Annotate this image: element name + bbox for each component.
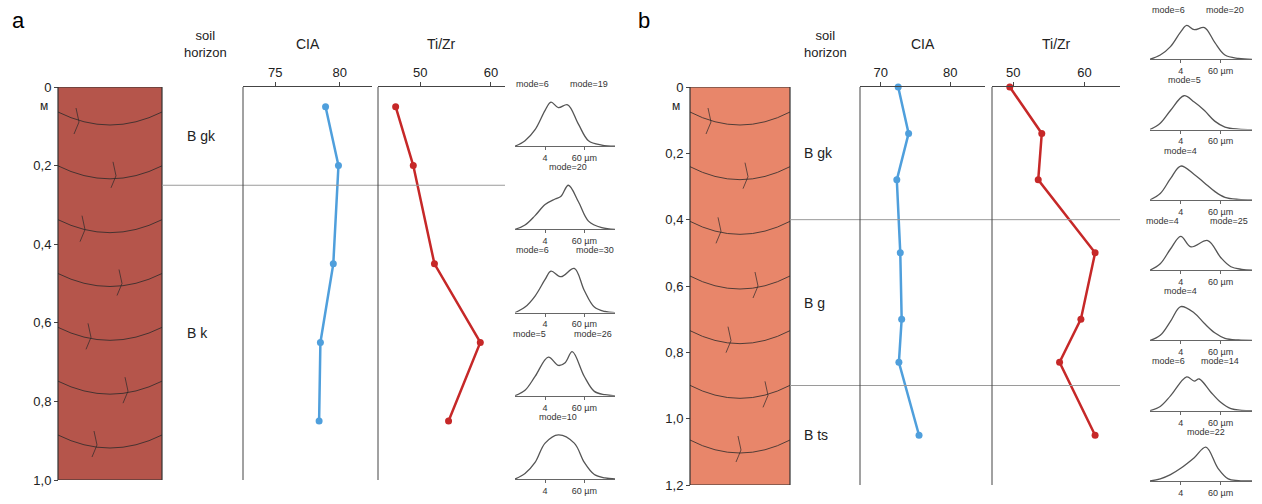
svg-text:0: 0	[44, 80, 51, 95]
svg-text:4: 4	[1178, 136, 1183, 146]
svg-text:1,0: 1,0	[665, 411, 683, 426]
svg-text:4: 4	[543, 153, 548, 163]
svg-text:mode=25: mode=25	[1210, 216, 1248, 226]
svg-text:B gk: B gk	[804, 145, 833, 161]
svg-text:4: 4	[543, 236, 548, 246]
svg-text:80: 80	[333, 65, 347, 80]
svg-text:mode=14: mode=14	[1201, 356, 1239, 366]
svg-text:mode=26: mode=26	[574, 329, 612, 339]
svg-text:soilhorizon: soilhorizon	[184, 28, 227, 60]
svg-text:0,2: 0,2	[665, 146, 683, 161]
svg-text:50: 50	[1006, 65, 1020, 80]
svg-text:м: м	[672, 99, 680, 113]
svg-text:60 µm: 60 µm	[572, 236, 597, 246]
svg-text:mode=19: mode=19	[570, 79, 608, 89]
svg-text:80: 80	[943, 65, 957, 80]
svg-text:CIA: CIA	[911, 36, 935, 52]
svg-text:0: 0	[676, 80, 683, 95]
svg-text:soilhorizon: soilhorizon	[804, 28, 847, 60]
svg-text:60 µm: 60 µm	[572, 153, 597, 163]
svg-text:mode=6: mode=6	[1152, 356, 1185, 366]
svg-text:Ti/Zr: Ti/Zr	[1042, 36, 1071, 52]
svg-text:mode=5: mode=5	[513, 329, 546, 339]
svg-text:4: 4	[1178, 277, 1183, 287]
svg-text:mode=20: mode=20	[549, 162, 587, 172]
svg-text:60 µm: 60 µm	[572, 486, 597, 496]
svg-text:4: 4	[543, 403, 548, 413]
svg-text:60 µm: 60 µm	[1208, 66, 1233, 76]
svg-text:0,4: 0,4	[665, 212, 683, 227]
svg-text:mode=22: mode=22	[1187, 427, 1225, 437]
svg-text:mode=5: mode=5	[1168, 75, 1201, 85]
svg-text:Ti/Zr: Ti/Zr	[427, 36, 456, 52]
svg-text:4: 4	[1178, 418, 1183, 428]
svg-text:mode=6: mode=6	[516, 79, 549, 89]
svg-text:0,6: 0,6	[665, 279, 683, 294]
svg-text:м: м	[40, 99, 48, 113]
svg-text:b: b	[638, 8, 650, 33]
svg-text:60 µm: 60 µm	[572, 403, 597, 413]
svg-text:60: 60	[1077, 65, 1091, 80]
svg-text:60 µm: 60 µm	[1208, 136, 1233, 146]
svg-text:4: 4	[543, 486, 548, 496]
svg-text:4: 4	[1178, 207, 1183, 217]
svg-text:60 µm: 60 µm	[572, 319, 597, 329]
svg-text:4: 4	[543, 319, 548, 329]
svg-text:B ts: B ts	[804, 427, 828, 443]
svg-text:mode=6: mode=6	[516, 245, 549, 255]
svg-text:mode=4: mode=4	[1164, 146, 1197, 156]
svg-text:0,4: 0,4	[33, 237, 51, 252]
svg-text:4: 4	[1178, 347, 1183, 357]
svg-text:60 µm: 60 µm	[1208, 207, 1233, 217]
svg-text:4: 4	[1178, 66, 1183, 76]
svg-text:mode=10: mode=10	[539, 412, 577, 422]
svg-text:60: 60	[484, 65, 498, 80]
svg-text:0,6: 0,6	[33, 315, 51, 330]
svg-text:mode=30: mode=30	[576, 245, 614, 255]
svg-text:70: 70	[874, 65, 888, 80]
svg-text:75: 75	[268, 65, 282, 80]
svg-text:B gk: B gk	[187, 128, 216, 144]
svg-text:0,2: 0,2	[33, 158, 51, 173]
svg-text:1,2: 1,2	[665, 478, 683, 493]
svg-text:60 µm: 60 µm	[1208, 418, 1233, 428]
svg-text:CIA: CIA	[296, 36, 320, 52]
svg-text:1,0: 1,0	[33, 473, 51, 488]
svg-text:50: 50	[413, 65, 427, 80]
svg-text:60 µm: 60 µm	[1208, 347, 1233, 357]
svg-text:60 µm: 60 µm	[1208, 488, 1233, 498]
svg-text:mode=4: mode=4	[1164, 286, 1197, 296]
svg-text:0,8: 0,8	[33, 394, 51, 409]
svg-text:mode=4: mode=4	[1146, 216, 1179, 226]
svg-text:0,8: 0,8	[665, 345, 683, 360]
svg-text:B g: B g	[804, 295, 825, 311]
svg-text:4: 4	[1178, 488, 1183, 498]
svg-text:mode=6: mode=6	[1152, 5, 1185, 15]
svg-text:B k: B k	[187, 325, 208, 341]
svg-text:a: a	[12, 8, 25, 33]
svg-text:60 µm: 60 µm	[1208, 277, 1233, 287]
svg-text:mode=20: mode=20	[1206, 5, 1244, 15]
